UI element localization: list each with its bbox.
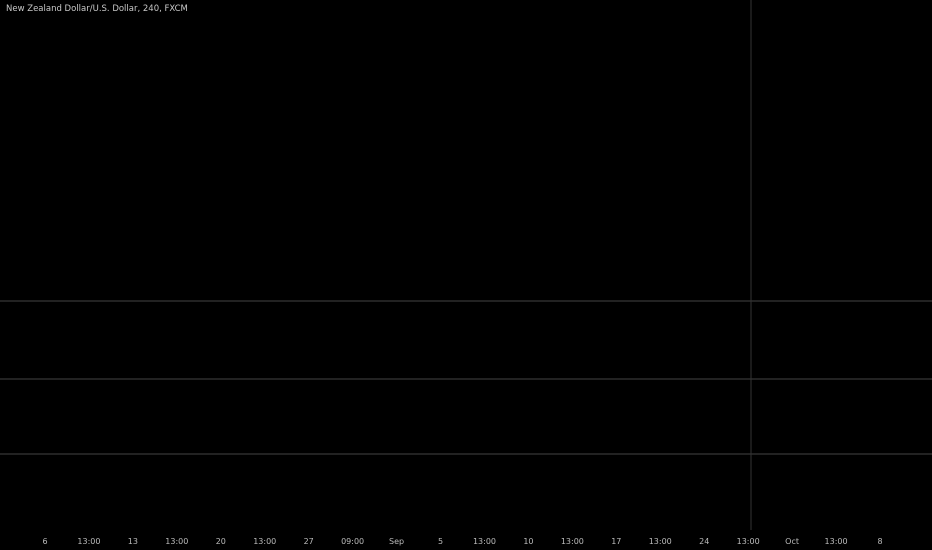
- x-tick-label: 13: [128, 537, 138, 546]
- x-tick-label: 27: [304, 537, 314, 546]
- x-tick-label: 6: [42, 537, 47, 546]
- x-tick-label: 09:00: [341, 537, 364, 546]
- x-tick-label: 13:00: [165, 537, 188, 546]
- x-tick-label: 8: [877, 537, 882, 546]
- x-tick-label: 20: [216, 537, 226, 546]
- x-tick-label: Sep: [389, 537, 404, 546]
- x-tick-label: 5: [438, 537, 443, 546]
- x-tick-label: 13:00: [561, 537, 584, 546]
- x-tick-label: 13:00: [649, 537, 672, 546]
- x-tick-label: 13:00: [473, 537, 496, 546]
- x-tick-label: Oct: [785, 537, 799, 546]
- x-tick-label: 10: [523, 537, 533, 546]
- x-tick-label: 13:00: [737, 537, 760, 546]
- x-tick-label: 13:00: [253, 537, 276, 546]
- chart-title: New Zealand Dollar/U.S. Dollar, 240, FXC…: [6, 4, 188, 14]
- x-tick-label: 24: [699, 537, 709, 546]
- x-tick-label: 13:00: [77, 537, 100, 546]
- x-tick-label: 13:00: [825, 537, 848, 546]
- x-tick-label: 17: [611, 537, 621, 546]
